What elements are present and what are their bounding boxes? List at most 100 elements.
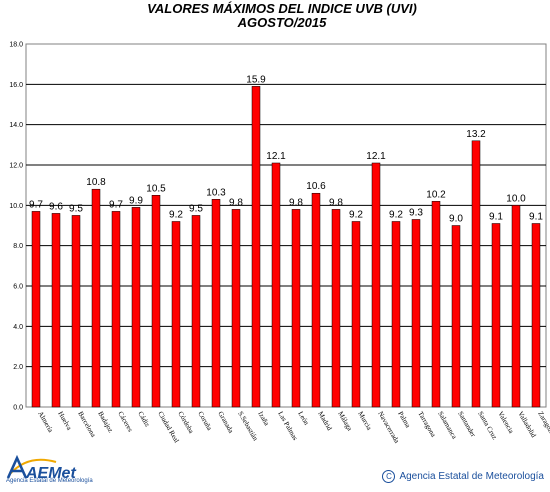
bar bbox=[251, 86, 261, 408]
category-label: Almería bbox=[36, 410, 55, 435]
y-tick-label: 12.0 bbox=[9, 163, 23, 170]
category-label: Murcia bbox=[356, 410, 373, 432]
bar bbox=[171, 221, 181, 408]
chart-title: VALORES MÁXIMOS DEL INDICE UVB (UVI) bbox=[147, 1, 417, 16]
category-label: Santa Cruz bbox=[476, 410, 498, 441]
category-label: S.Sebastián bbox=[236, 410, 259, 443]
bar bbox=[511, 205, 521, 408]
bar bbox=[291, 209, 301, 408]
bar bbox=[91, 188, 101, 408]
logo-a-mark-icon bbox=[6, 454, 28, 479]
bar bbox=[31, 211, 41, 408]
data-label: 10.5 bbox=[146, 183, 166, 194]
data-label: 9.8 bbox=[329, 197, 343, 208]
data-label: 9.6 bbox=[49, 201, 63, 212]
category-label: Santander bbox=[456, 410, 477, 439]
y-tick-label: 10.0 bbox=[9, 203, 23, 210]
data-label: 10.3 bbox=[206, 187, 226, 198]
bar bbox=[531, 223, 541, 408]
bar bbox=[351, 221, 361, 408]
category-label: Valladolid bbox=[516, 410, 538, 439]
y-tick-label: 18.0 bbox=[9, 42, 23, 49]
category-label: Cádiz bbox=[136, 410, 151, 428]
data-label: 9.8 bbox=[289, 197, 303, 208]
category-label: Salamanca bbox=[436, 410, 459, 441]
chart-subtitle: AGOSTO/2015 bbox=[237, 15, 327, 30]
plot-area bbox=[25, 43, 547, 408]
data-label: 9.8 bbox=[229, 197, 243, 208]
data-label: 9.2 bbox=[349, 209, 363, 220]
data-label: 10.0 bbox=[506, 193, 526, 204]
y-tick-label: 8.0 bbox=[13, 243, 23, 250]
data-labels: 9.7 9.6 9.510.89.7 9.910.59.29.510.39.815.9… bbox=[29, 74, 543, 224]
data-label: 13.2 bbox=[466, 129, 486, 140]
category-label: Huelva bbox=[56, 410, 73, 432]
bar bbox=[491, 223, 501, 408]
y-tick-label: 0.0 bbox=[13, 405, 23, 412]
bar bbox=[131, 207, 141, 408]
data-label: 12.1 bbox=[266, 151, 286, 162]
category-label: Izaña bbox=[256, 410, 271, 428]
data-label: 10.2 bbox=[426, 189, 446, 200]
y-tick-label: 2.0 bbox=[13, 364, 23, 371]
data-label: 9.9 bbox=[129, 195, 143, 206]
category-label: Las Palmas bbox=[276, 410, 299, 442]
data-label: 9.5 bbox=[69, 203, 83, 214]
data-label: 15.9 bbox=[246, 74, 266, 85]
data-label: 10.8 bbox=[86, 177, 106, 188]
bar bbox=[311, 192, 321, 408]
y-tick-label: 14.0 bbox=[9, 122, 23, 129]
category-label: Coruña bbox=[196, 410, 214, 433]
data-label: 10.6 bbox=[306, 181, 326, 192]
copyright-icon: C bbox=[382, 470, 396, 483]
category-label: Badajoz bbox=[96, 410, 114, 434]
category-label: Madrid bbox=[316, 410, 333, 432]
logo-wordmark: AEMet bbox=[25, 465, 76, 482]
aemet-logo: AEMet bbox=[6, 454, 76, 482]
category-label: Córdoba bbox=[176, 410, 195, 436]
bar bbox=[111, 211, 121, 408]
bar bbox=[431, 201, 441, 408]
credit-line: C Agencia Estatal de Meteorología bbox=[382, 470, 544, 483]
data-label: 9.0 bbox=[449, 214, 463, 225]
bar bbox=[451, 225, 461, 408]
category-label: Málaga bbox=[336, 410, 354, 433]
data-label: 9.2 bbox=[169, 209, 183, 220]
category-label: Palma bbox=[396, 410, 412, 430]
category-label: Granada bbox=[216, 410, 235, 435]
data-label: 9.5 bbox=[189, 203, 203, 214]
category-label: Cáceres bbox=[116, 410, 134, 433]
y-axis-ticks: 0.0 2.0 4.0 6.0 8.0 10.0 12.0 14.0 16.0 18.0 bbox=[9, 42, 23, 412]
bar bbox=[391, 221, 401, 408]
bar bbox=[411, 219, 421, 408]
bar bbox=[71, 215, 81, 408]
bar bbox=[371, 162, 381, 408]
data-label: 9.1 bbox=[529, 211, 543, 222]
category-label: Tarragona bbox=[416, 410, 438, 439]
bar bbox=[271, 162, 281, 408]
y-tick-label: 16.0 bbox=[9, 82, 23, 89]
data-label: 9.2 bbox=[389, 209, 403, 220]
data-label: 9.3 bbox=[409, 207, 423, 218]
y-tick-label: 4.0 bbox=[13, 324, 23, 331]
category-label: León bbox=[296, 410, 310, 427]
y-tick-label: 6.0 bbox=[13, 284, 23, 291]
category-label: Valencia bbox=[496, 410, 515, 436]
data-label: 12.1 bbox=[366, 151, 386, 162]
credit-text: Agencia Estatal de Meteorología bbox=[399, 471, 544, 483]
data-label: 9.1 bbox=[489, 211, 503, 222]
data-label: 9.7 bbox=[29, 199, 43, 210]
bar bbox=[211, 199, 221, 408]
bar bbox=[231, 209, 241, 408]
category-label: Barcelona bbox=[76, 410, 98, 439]
bars bbox=[31, 86, 541, 408]
data-label: 9.7 bbox=[109, 199, 123, 210]
bar bbox=[51, 213, 61, 408]
bar bbox=[471, 140, 481, 408]
logo-caption: Agencia Estatal de Meteorología bbox=[6, 478, 93, 484]
bar bbox=[331, 209, 341, 408]
bar bbox=[191, 215, 201, 408]
bar bbox=[151, 195, 161, 408]
